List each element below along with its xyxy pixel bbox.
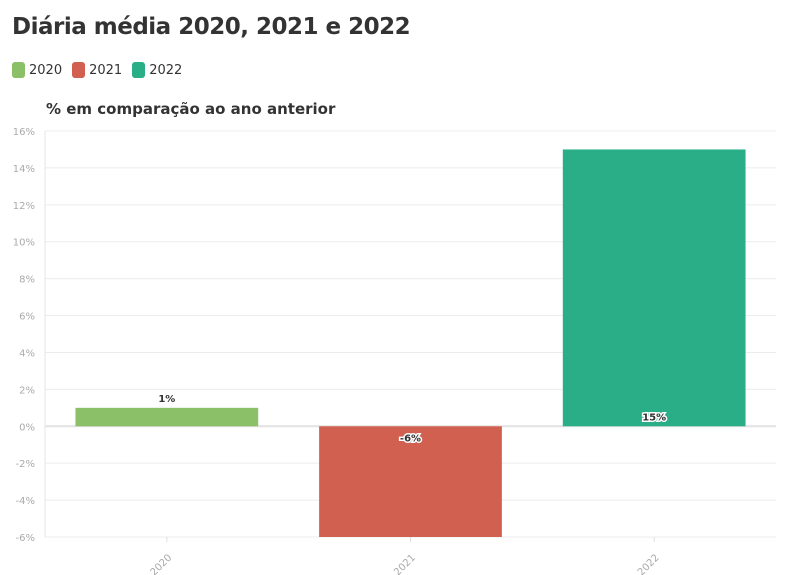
y-tick-label: -4%: [16, 496, 35, 507]
x-tick-label: 2022: [636, 552, 662, 575]
legend-item-2021[interactable]: 2021: [72, 62, 122, 78]
legend-swatch: [132, 62, 146, 78]
x-tick-label: 2020: [149, 552, 175, 575]
y-tick-label: 12%: [13, 201, 35, 212]
legend: 2020 2021 2022: [12, 62, 182, 78]
legend-item-2020[interactable]: 2020: [12, 62, 62, 78]
chart-subtitle: % em comparação ao ano anterior: [46, 100, 336, 118]
y-tick-label: -6%: [16, 533, 35, 544]
bar-2020: [75, 407, 259, 427]
bar-2022: [562, 149, 746, 427]
y-tick-label: 10%: [13, 238, 35, 249]
y-tick-label: 0%: [19, 422, 35, 433]
chart-title: Diária média 2020, 2021 e 2022: [12, 14, 411, 40]
x-tick-label: 2021: [392, 552, 418, 575]
legend-item-2022[interactable]: 2022: [132, 62, 182, 78]
legend-swatch: [12, 62, 25, 78]
y-tick-label: 14%: [13, 164, 35, 175]
y-tick-label: 4%: [19, 348, 35, 359]
data-label: 15%: [642, 412, 666, 423]
data-label: -6%: [400, 433, 421, 444]
y-tick-label: 8%: [19, 275, 35, 286]
legend-label: 2020: [29, 62, 63, 78]
legend-swatch: [72, 62, 86, 78]
y-tick-label: -2%: [16, 459, 35, 470]
y-tick-label: 6%: [19, 312, 35, 323]
legend-label: 2021: [89, 62, 123, 78]
data-label: 1%: [158, 394, 175, 405]
legend-label: 2022: [149, 62, 183, 78]
bar-2021: [319, 426, 502, 537]
y-tick-label: 2%: [19, 385, 35, 396]
y-tick-label: 16%: [13, 127, 35, 138]
